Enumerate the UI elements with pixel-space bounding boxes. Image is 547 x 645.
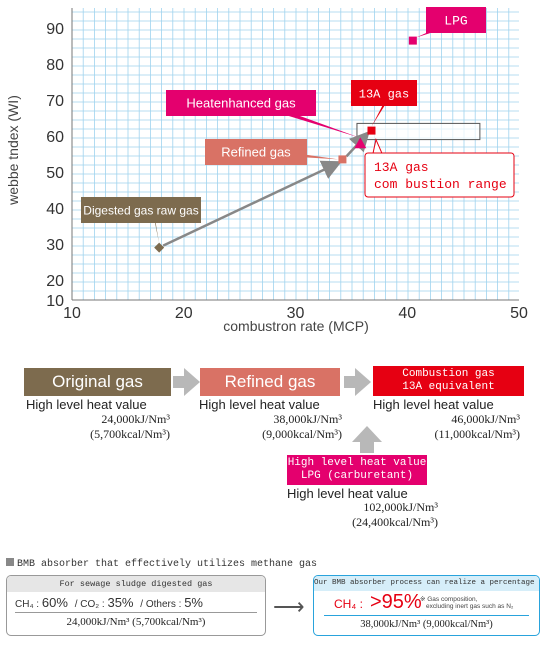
ch4-label: CH₄ : — [15, 599, 42, 610]
callout-heatenhanced-gas-box — [166, 90, 316, 116]
bmb-left-value: 24,000kJ/Nm³ (5,700kcal/Nm³) — [66, 616, 206, 628]
bmb-heading-bullet — [6, 558, 14, 566]
original-gas-box: Original gas — [24, 368, 171, 396]
callout-digested-raw-gas-box — [81, 197, 201, 223]
x-tick-label: 50 — [510, 305, 528, 322]
lpg-title-2: LPG (carburetant) — [300, 470, 414, 482]
y-tick-label: 30 — [46, 237, 64, 254]
callout-13a-gas-label: 13A gas — [359, 87, 409, 101]
bmb-right-panel: Our BMB absorber process can realize a p… — [313, 575, 540, 636]
combustion-gas-box: Combustion gas 13A equivalent — [373, 366, 524, 396]
refined-gas-value-kj: 38,000kJ/Nm³ — [273, 412, 342, 426]
bmb-right-ch4-value: >95% — [370, 591, 422, 613]
y-tick-label: 10 — [46, 293, 64, 310]
callout-heatenhanced-gas-label: Heatenhanced gas — [186, 96, 296, 111]
y-tick-label: 20 — [46, 273, 64, 290]
bmb-left-panel: For sewage sludge digested gas CH₄ : 60%… — [6, 575, 266, 636]
refined-gas-label: High level heat value — [199, 397, 320, 412]
callout-combustion-range-box — [364, 152, 515, 198]
bmb-right-ch4-label: CH₄ : — [334, 597, 363, 611]
refined-gas-title: Refined gas — [224, 372, 316, 391]
y-axis-label: webbe tndex (WI) — [5, 95, 21, 206]
flow-arrow-2-shaft — [344, 376, 356, 388]
y-tick-label: 80 — [46, 57, 64, 74]
bmb-right-composition: CH₄ : >95% ※ Gas composition, excluding … — [314, 591, 539, 615]
original-gas-title: Original gas — [52, 372, 143, 391]
refined-gas-box: Refined gas — [200, 368, 340, 396]
flow-arrow-1-icon — [184, 368, 200, 396]
x-tick-label: 30 — [287, 305, 305, 322]
y-tick-label: 50 — [46, 165, 64, 182]
y-tick-label: 90 — [46, 21, 64, 38]
callout-combustion-range-line: 13A gas — [374, 160, 429, 175]
co2-label: / CO₂ : — [74, 599, 108, 610]
combustion-gas-title-1: Combustion gas — [402, 368, 495, 380]
callout-digested-raw-gas: Digested gas raw gas — [81, 197, 201, 244]
combustion-gas-title-2: 13A equivalent — [402, 381, 495, 393]
y-tick-label: 40 — [46, 201, 64, 218]
x-tick-label: 20 — [175, 305, 193, 322]
bmb-left-divider — [15, 612, 257, 613]
lpg-value-kcal: (24,400kcal/Nm³) — [352, 515, 438, 529]
callout-13a-gas: 13A gas — [351, 80, 417, 127]
combustion-gas-value-kj: 46,000kJ/Nm³ — [451, 412, 520, 426]
flow-arrow-up-icon — [352, 426, 382, 442]
bmb-right-divider — [324, 615, 529, 616]
point-heatenhanced-gas — [354, 137, 367, 149]
refined-gas-value-kcal: (9,000kcal/Nm³) — [262, 427, 342, 441]
y-tick-label: 70 — [46, 93, 64, 110]
y-tick-label: 60 — [46, 129, 64, 146]
chart-callouts: Digested gas raw gas Refined gas Heatenhan… — [81, 7, 515, 244]
callout-combustion-range: 13A gas com bustion range — [364, 137, 515, 198]
callout-combustion-range-line: com bustion range — [374, 177, 507, 192]
bmb-left-composition: CH₄ : 60% / CO₂ : 35% / Others : 5% — [7, 592, 265, 610]
callout-lpg: LPG — [415, 7, 486, 38]
lpg-title-1: High level heat value — [287, 457, 427, 469]
bmb-heading-text: BMB absorber that effectively utilizes m… — [17, 559, 318, 570]
combustion-gas-value-kcal: (11,000kcal/Nm³) — [434, 427, 520, 441]
lpg-value-kj: 102,000kJ/Nm³ — [363, 500, 438, 514]
x-tick-label: 40 — [398, 305, 416, 322]
callout-digested-raw-gas-label: Digested gas raw gas — [83, 203, 198, 217]
point-13a-gas — [367, 126, 376, 135]
original-gas-label: High level heat value — [26, 397, 147, 412]
flow-arrow-up-shaft — [360, 441, 374, 453]
callout-refined-gas-box — [205, 139, 307, 165]
x-axis-label: combustron rate (MCP) — [223, 318, 368, 334]
point-digested-gas-raw-gas — [154, 242, 165, 253]
chart-points — [154, 36, 417, 253]
callout-refined-gas-label: Refined gas — [221, 145, 291, 160]
callout-heatenhanced-gas: Heatenhanced gas — [166, 90, 359, 138]
chart-axes: 10 20 30 40 50 10 20 30 40 50 60 70 80 90 — [46, 8, 528, 322]
lpg-label: High level heat value — [287, 486, 408, 501]
others-label: / Others : — [140, 599, 185, 610]
co2-value: 35% — [107, 595, 134, 610]
point-lpg — [408, 36, 417, 45]
flow-arrow-1-shaft — [173, 376, 185, 388]
others-value: 5% — [184, 595, 203, 610]
callout-lpg-box — [426, 7, 486, 33]
original-gas-value-kj: 24,000kJ/Nm³ — [101, 412, 170, 426]
bmb-right-value: 38,000kJ/Nm³ (9,000kcal/Nm³) — [360, 619, 493, 630]
point-refined-gas — [338, 155, 347, 164]
bmb-left-header: For sewage sludge digested gas — [7, 576, 265, 592]
bmb-right-note-1: ※ Gas composition, — [420, 596, 478, 603]
combustion-gas-label: High level heat value — [373, 397, 494, 412]
x-tick-label: 10 — [63, 305, 81, 322]
flow-arrow-2-icon — [355, 368, 371, 396]
callout-lpg-label: LPG — [444, 14, 467, 29]
callout-refined-gas: Refined gas — [205, 139, 339, 165]
wobbe-index-chart: 10 20 30 40 50 10 20 30 40 50 60 70 80 90 Digested ga… — [5, 7, 528, 334]
bmb-right-note-2: excluding inert gas such as N₂ — [426, 603, 514, 610]
arrow-raw-to-refined — [162, 160, 342, 247]
bmb-heading: BMB absorber that effectively utilizes m… — [6, 557, 317, 570]
bmb-arrow-icon: ⟶ — [273, 594, 305, 619]
ch4-value: 60% — [41, 595, 68, 610]
callout-13a-gas-box — [351, 80, 417, 106]
bmb-right-header: Our BMB absorber process can realize a p… — [314, 576, 539, 591]
lpg-box: High level heat value LPG (carburetant) — [287, 455, 427, 485]
original-gas-value-kcal: (5,700kcal/Nm³) — [90, 427, 170, 441]
